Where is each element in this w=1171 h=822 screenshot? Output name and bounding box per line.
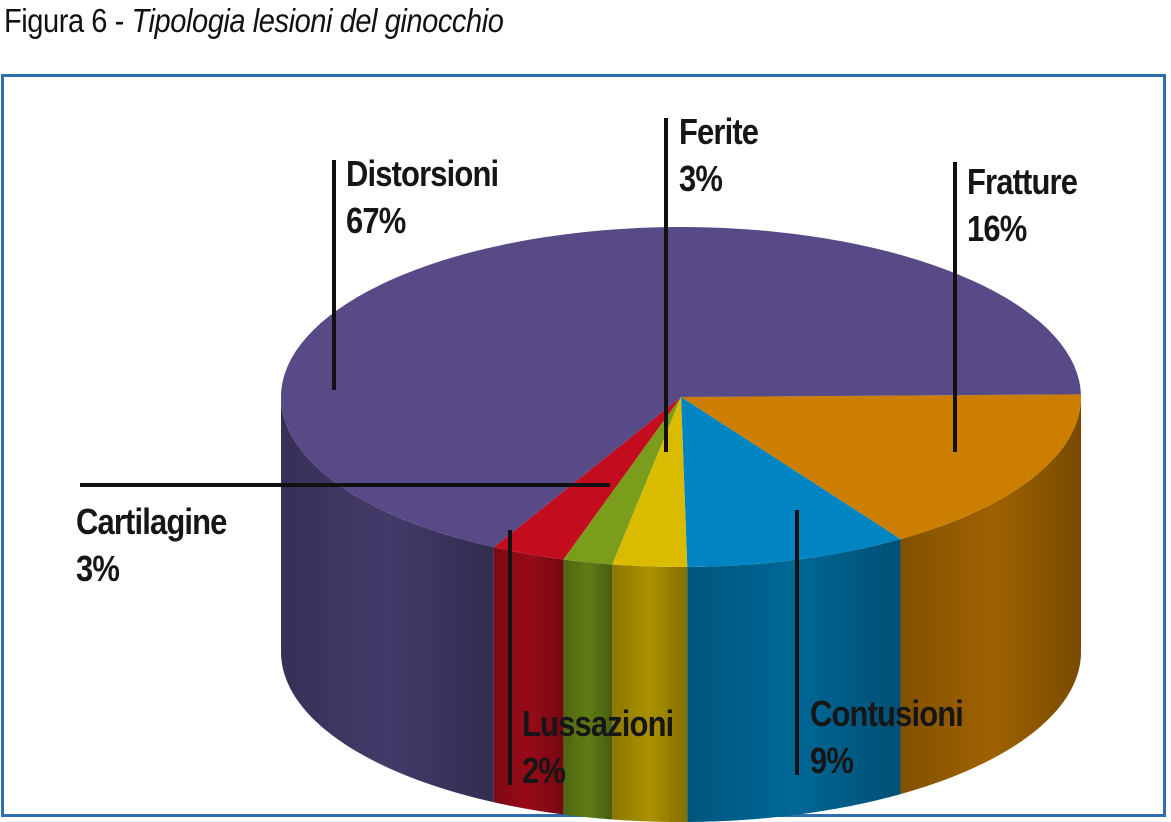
slice-label-fratture: Fratture 16% [967,158,1078,252]
pie-side-shade [900,397,1081,795]
slice-label-cartilagine: Cartilagine 3% [76,498,227,592]
slice-name: Lussazioni [522,703,674,744]
pie-side-shade [563,559,613,820]
slice-name: Contusioni [810,693,964,734]
slice-percent: 3% [76,548,120,589]
slice-name: Distorsioni [346,153,499,194]
leader-lines [80,118,957,785]
pie-slice-cartilagine [493,397,681,560]
slice-label-contusioni: Contusioni 9% [810,690,964,784]
slice-percent: 67% [346,200,406,241]
figure-subtitle: Tipologia lesioni del ginocchio [131,2,504,39]
slice-percent: 16% [967,208,1027,249]
figure-label: Figura 6 - [4,2,124,39]
slice-label-ferite: Ferite 3% [679,108,759,202]
pie-slice-fratture [681,394,1082,540]
pie-tops [281,227,1082,567]
slice-name: Ferite [679,111,759,152]
pie-slice-contusioni [681,397,901,567]
pie-slice-distorsioni [281,227,1081,548]
pie-slice-ferite [612,397,688,567]
slice-label-lussazioni: Lussazioni 2% [522,700,674,794]
slice-name: Fratture [967,161,1078,202]
slice-name: Cartilagine [76,501,227,542]
slice-percent: 2% [522,750,566,791]
pie-side-shade [612,564,688,822]
slice-percent: 9% [810,740,854,781]
figure-title: Figura 6 - Tipologia lesioni del ginocch… [4,2,504,40]
slice-label-distorsioni: Distorsioni 67% [346,150,499,244]
pie-slice-lussazioni [563,397,681,565]
slice-percent: 3% [679,158,723,199]
pie-side-shade [281,397,494,803]
pie-side-shade [687,539,901,822]
